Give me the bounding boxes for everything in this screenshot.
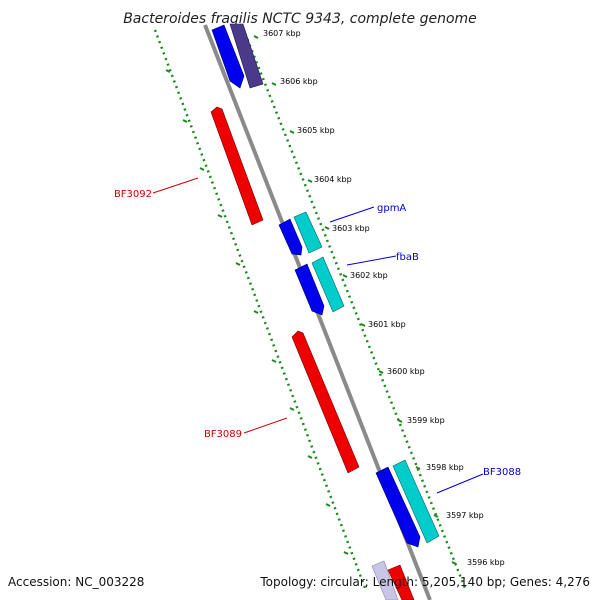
- kbp-tick-labels: 3607 kbp 3606 kbp 3605 kbp 3604 kbp 3603…: [263, 29, 505, 567]
- gene-feature-bf3088-blue[interactable]: [375, 466, 421, 548]
- left-track-ticks: [165, 69, 349, 555]
- tick-label: 3605 kbp: [297, 126, 335, 135]
- gene-feature-bf3088-cyan[interactable]: [392, 459, 440, 544]
- tick-label: 3598 kbp: [426, 463, 464, 472]
- tick-label: 3602 kbp: [350, 271, 388, 280]
- gene-feature-fbab-cyan[interactable]: [311, 256, 345, 313]
- tick-label: 3601 kbp: [368, 320, 406, 329]
- gene-label-bf3088[interactable]: BF3088: [483, 467, 521, 478]
- gene-feature-gpma-blue[interactable]: [278, 218, 303, 256]
- gene-label-leaders: [152, 177, 484, 494]
- tick-label: 3606 kbp: [280, 77, 318, 86]
- tick-label: 3597 kbp: [446, 511, 484, 520]
- gene-feature-bf3089[interactable]: [291, 330, 360, 474]
- gene-feature-gpma-cyan[interactable]: [293, 211, 323, 254]
- right-dotted-track: [241, 27, 467, 589]
- map-title: Bacteroides fragilis NCTC 9343, complete…: [123, 11, 477, 27]
- tick-label: 3600 kbp: [387, 367, 425, 376]
- gene-feature-bf3092[interactable]: [210, 106, 264, 226]
- gene-feature-top-blue[interactable]: [211, 24, 245, 89]
- gene-feature-bottom-red[interactable]: [387, 564, 415, 600]
- gene-label-bf3092[interactable]: BF3092: [114, 189, 152, 200]
- gene-feature-top-purple[interactable]: [229, 23, 264, 89]
- right-track-ticks: [253, 35, 457, 565]
- tick-label: 3599 kbp: [407, 416, 445, 425]
- gene-label-gpma[interactable]: gpmA: [377, 203, 406, 214]
- gene-feature-bottom-lavender[interactable]: [371, 560, 399, 600]
- gene-feature-fbab-blue[interactable]: [294, 263, 325, 316]
- tick-label: 3603 kbp: [332, 224, 370, 233]
- tick-label: 3596 kbp: [467, 558, 505, 567]
- accession-text: Accession: NC_003228: [8, 575, 144, 589]
- gene-label-bf3089[interactable]: BF3089: [204, 429, 242, 440]
- tick-label: 3604 kbp: [314, 175, 352, 184]
- genome-summary-text: Topology: circular; Length: 5,205,140 bp…: [259, 575, 590, 589]
- tick-label: 3607 kbp: [263, 29, 301, 38]
- gene-label-fbab[interactable]: fbaB: [396, 252, 419, 263]
